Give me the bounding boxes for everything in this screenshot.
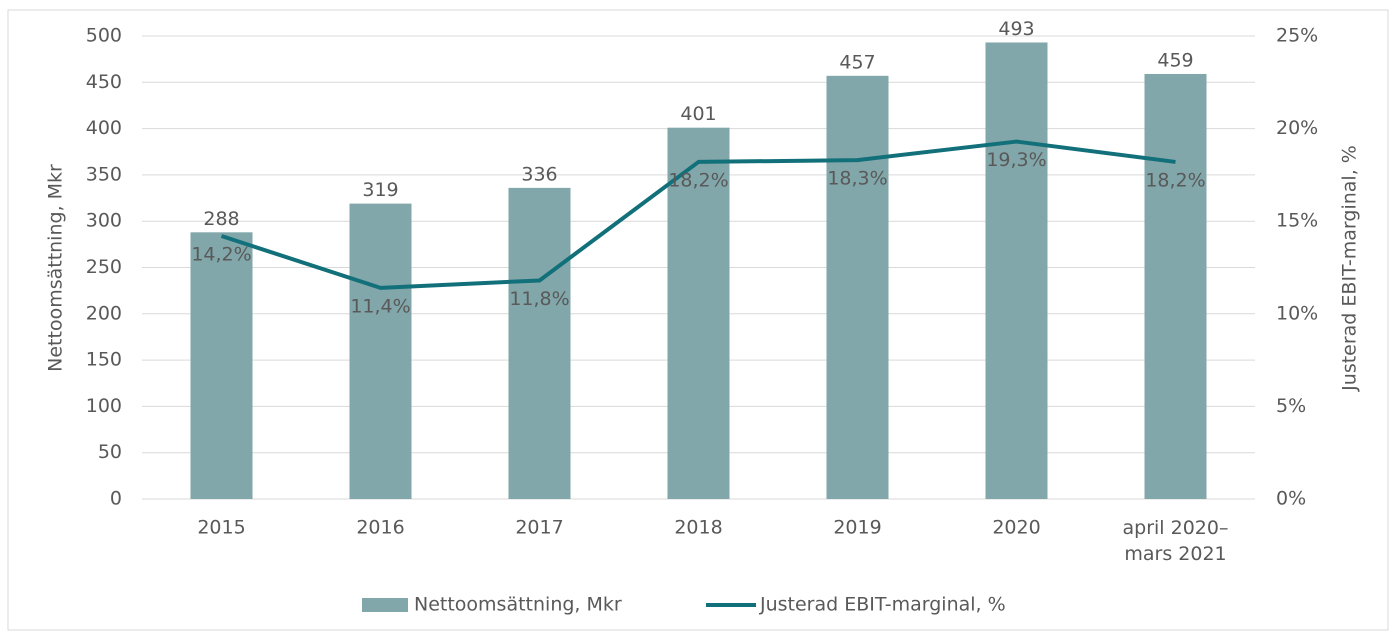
- y-tick-label: 300: [86, 210, 122, 232]
- line-value-label: 18,2%: [1145, 169, 1205, 191]
- x-tick-label: 2015: [197, 517, 245, 539]
- bar-value-label: 459: [1157, 49, 1193, 71]
- y-tick-label: 150: [86, 349, 122, 371]
- x-tick-label-line: april 2020–: [1123, 517, 1229, 539]
- x-tick-label: 2017: [515, 517, 563, 539]
- x-tick-label: 2019: [833, 517, 881, 539]
- bar-value-label: 336: [521, 163, 557, 185]
- y-tick-label: 200: [86, 302, 122, 324]
- y2-axis-label: Justerad EBIT-marginal, %: [1339, 145, 1361, 392]
- y2-tick-label: 25%: [1276, 25, 1318, 47]
- x-tick-label: 2020: [992, 517, 1040, 539]
- bar-value-label: 457: [839, 51, 875, 73]
- legend-swatch: [362, 598, 408, 612]
- bar: [508, 187, 571, 499]
- y2-tick-label: 10%: [1276, 302, 1318, 324]
- bar-value-label: 288: [203, 208, 239, 230]
- x-tick-label-line: mars 2021: [1124, 543, 1226, 565]
- bar-value-label: 493: [998, 18, 1034, 40]
- x-tick-label: april 2020– mars 2021: [1123, 517, 1229, 565]
- y-tick-label: 500: [86, 25, 122, 47]
- y-tick-label: 100: [86, 395, 122, 417]
- y-tick-label: 50: [98, 441, 122, 463]
- line: [220, 139, 1176, 290]
- line-value-label: 18,2%: [668, 169, 728, 191]
- y2-tick-label: 20%: [1276, 117, 1318, 139]
- bar: [349, 203, 412, 499]
- y-tick-label: 400: [86, 117, 122, 139]
- line-value-label: 14,2%: [191, 244, 251, 266]
- line-value-label: 18,3%: [827, 168, 887, 190]
- bar-value-label: 401: [680, 103, 716, 125]
- bar: [667, 127, 730, 499]
- legend-label: Justerad EBIT-marginal, %: [759, 594, 1006, 616]
- x-tick-label: 2018: [674, 517, 722, 539]
- y-tick-label: 350: [86, 163, 122, 185]
- bar-value-label: 319: [362, 179, 398, 201]
- y2-tick-label: 0%: [1276, 488, 1306, 510]
- y-tick-label: 250: [86, 256, 122, 278]
- legend-label: Nettoomsättning, Mkr: [414, 594, 622, 616]
- x-tick-label: 2016: [356, 517, 404, 539]
- line-value-label: 11,4%: [350, 295, 410, 317]
- y-tick-label: 450: [86, 71, 122, 93]
- line-value-label: 11,8%: [509, 288, 569, 310]
- bar: [826, 75, 889, 500]
- bar: [190, 232, 253, 499]
- y2-tick-label: 15%: [1276, 210, 1318, 232]
- y2-tick-label: 5%: [1276, 395, 1306, 417]
- bar: [1144, 73, 1207, 499]
- bar: [985, 42, 1048, 500]
- y-axis-label: Nettoomsättning, Mkr: [45, 164, 67, 372]
- y-tick-label: 0: [110, 488, 122, 510]
- line-value-label: 19,3%: [986, 149, 1046, 171]
